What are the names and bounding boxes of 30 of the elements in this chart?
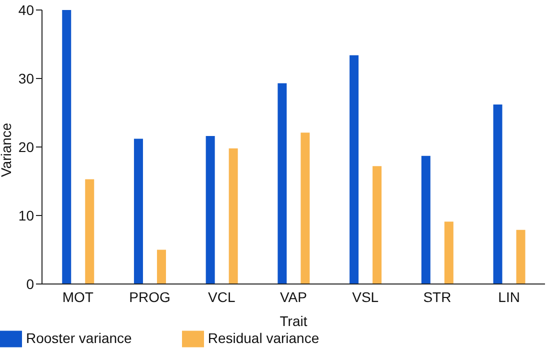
x-tick-label: VSL [352,288,379,305]
bar [156,250,166,284]
x-tick-label: PROG [129,288,170,305]
y-tick-label: 10 [18,207,34,224]
x-tick-label: VCL [208,288,236,305]
bar [206,136,215,284]
bar [134,138,143,284]
bar [421,156,430,284]
bar [85,179,94,284]
y-axis-title: Variance [0,122,14,177]
bar [278,83,287,284]
x-tick-label: STR [423,288,452,305]
bar [493,104,502,284]
x-axis-title: Trait [280,313,308,329]
legend-label: Rooster variance [26,330,132,346]
y-tick-label: 40 [18,2,34,18]
bar [444,222,454,284]
y-tick-label: 30 [18,70,34,86]
bar [372,166,382,284]
bar [228,148,238,284]
bar [300,132,310,284]
y-tick-label: 0 [26,276,34,292]
bar [350,55,359,284]
legend-label: Residual variance [208,330,320,346]
x-tick-label: LIN [498,288,520,305]
bar [516,230,526,284]
y-tick-label: 20 [18,138,34,155]
x-tick-label: MOT [62,288,94,305]
x-tick-label: VAP [280,288,307,305]
bar [62,10,72,284]
